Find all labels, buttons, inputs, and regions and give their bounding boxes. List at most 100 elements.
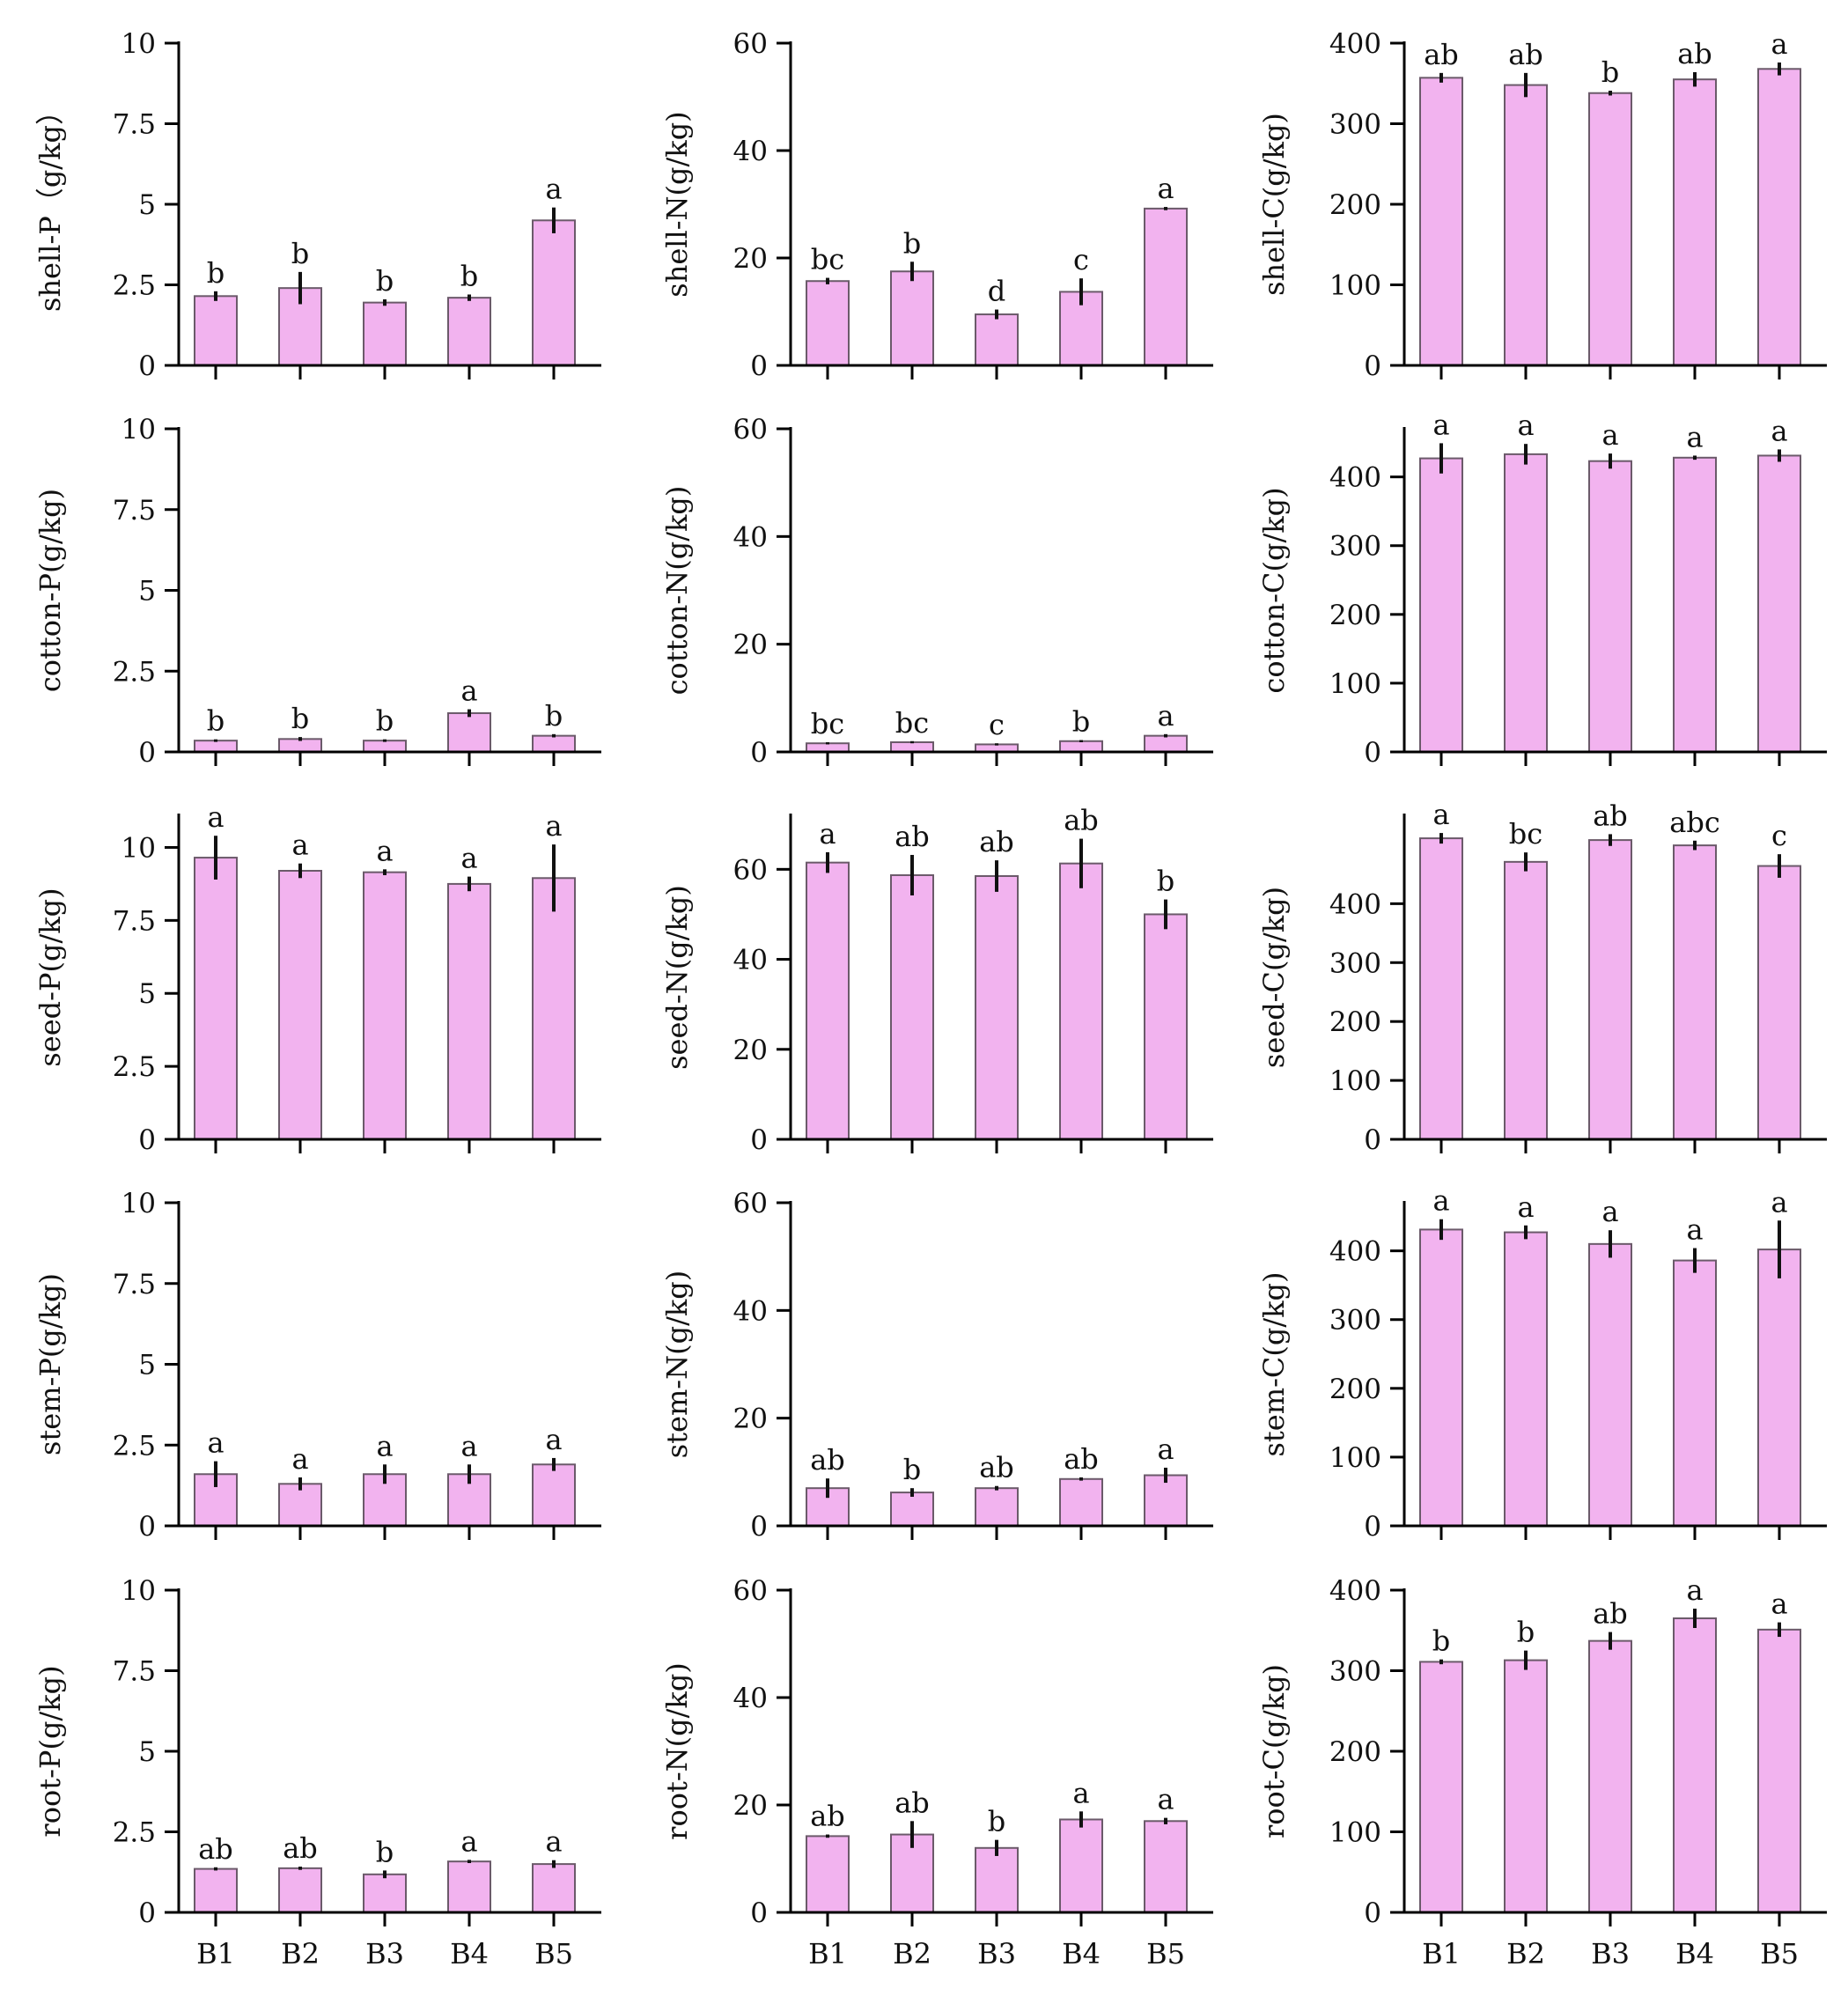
chart-6-letter-B3: a xyxy=(1601,418,1618,452)
chart-15-ytick-label: 0 xyxy=(1364,1897,1381,1929)
chart-11-bar-B3 xyxy=(975,1487,1019,1528)
chart-14-xtick-label-B4: B4 xyxy=(1062,1937,1101,1970)
chart-5-bar-B5 xyxy=(1144,734,1188,754)
chart-13-letter-B2: ab xyxy=(283,1831,318,1865)
chart-12-letter-B2: a xyxy=(1517,1190,1534,1224)
chart-4-ytick-label: 5 xyxy=(138,576,156,608)
chart-1-ytick-label: 2.5 xyxy=(113,270,156,302)
chart-4-bar-B1 xyxy=(194,740,238,754)
chart-4-letter-B2: b xyxy=(291,702,309,735)
chart-7-bar-B4 xyxy=(447,882,491,1140)
chart-13-xtick-label-B2: B2 xyxy=(281,1937,320,1970)
chart-15-xtick-label-B5: B5 xyxy=(1760,1937,1799,1970)
chart-4-letter-B1: b xyxy=(207,704,225,738)
chart-5-bar-B2 xyxy=(890,740,934,753)
chart-13-ytick-label: 10 xyxy=(121,1575,156,1607)
chart-3-letter-B1: ab xyxy=(1424,38,1459,71)
chart-14-xtick-label-B1: B1 xyxy=(808,1937,847,1970)
chart-2-ytick-label: 40 xyxy=(733,136,768,167)
chart-2-letter-B1: bc xyxy=(811,243,844,276)
chart-15-ylabel: root-C(g/kg) xyxy=(1257,1664,1291,1838)
chart-5-letter-B3: c xyxy=(989,708,1005,741)
chart-3-bar-B4 xyxy=(1673,78,1717,367)
chart-10-ylabel: stem-P(g/kg) xyxy=(33,1273,67,1455)
chart-12-bar-B4 xyxy=(1673,1259,1717,1527)
chart-1-letter-B5: a xyxy=(545,173,562,206)
chart-3-letter-B5: a xyxy=(1771,27,1787,61)
chart-7-letter-B3: a xyxy=(376,834,393,867)
chart-14-ytick-label: 0 xyxy=(750,1897,768,1929)
chart-6-ytick-label: 300 xyxy=(1329,531,1381,563)
chart-4-bar-B2 xyxy=(278,738,322,754)
chart-4-ytick-label: 2.5 xyxy=(113,656,156,688)
chart-11-ytick-label: 20 xyxy=(733,1403,768,1435)
chart-7-letter-B1: a xyxy=(207,800,224,834)
chart-4-ytick-label: 10 xyxy=(121,414,156,446)
chart-15-letter-B2: b xyxy=(1517,1616,1535,1649)
chart-12-bar-B2 xyxy=(1504,1231,1548,1527)
chart-5: bc bc c b a 0 20 40 60 cotton-N(g/kg) xyxy=(660,414,1213,769)
chart-9-letter-B5: c xyxy=(1771,819,1787,852)
chart-13-xtick-label-B5: B5 xyxy=(534,1937,573,1970)
chart-13-bar-B4 xyxy=(447,1860,491,1914)
chart-3-bar-B5 xyxy=(1757,68,1801,366)
chart-9-bar-B3 xyxy=(1588,839,1632,1140)
chart-1-letter-B4: b xyxy=(460,259,478,292)
chart-15-letter-B5: a xyxy=(1771,1587,1787,1621)
chart-5-bar-B4 xyxy=(1059,740,1103,753)
chart-11-letter-B4: ab xyxy=(1064,1442,1099,1476)
chart-2-bar-B5 xyxy=(1144,207,1188,366)
chart-2-letter-B5: a xyxy=(1157,172,1174,205)
chart-1-ytick-label: 5 xyxy=(138,189,156,221)
chart-12-ytick-label: 0 xyxy=(1364,1511,1381,1543)
chart-15-xtick-label-B1: B1 xyxy=(1422,1937,1461,1970)
chart-10-letter-B4: a xyxy=(460,1429,477,1462)
chart-11-letter-B1: ab xyxy=(810,1443,845,1477)
chart-11: ab b ab ab a 0 20 40 60 stem-N(g/kg) xyxy=(660,1188,1213,1543)
chart-5-letter-B1: bc xyxy=(811,707,844,740)
chart-2-ytick-label: 0 xyxy=(750,350,768,382)
chart-6-letter-B5: a xyxy=(1771,414,1787,447)
chart-6-bar-B2 xyxy=(1504,453,1548,753)
chart-9-ytick-label: 300 xyxy=(1329,947,1381,979)
chart-13-bar-B1 xyxy=(194,1867,238,1914)
chart-15-letter-B4: a xyxy=(1686,1573,1703,1607)
chart-8-bar-B5 xyxy=(1144,913,1188,1141)
chart-12-letter-B5: a xyxy=(1771,1185,1787,1219)
chart-4-ytick-label: 7.5 xyxy=(113,495,156,527)
chart-15-letter-B1: b xyxy=(1432,1624,1450,1658)
chart-8-letter-B3: ab xyxy=(979,825,1014,858)
chart-7-bar-B2 xyxy=(278,869,322,1140)
chart-2-bar-B2 xyxy=(890,270,934,366)
chart-1-bar-B4 xyxy=(447,297,491,367)
chart-10-letter-B1: a xyxy=(207,1426,224,1460)
chart-2-ytick-label: 20 xyxy=(733,243,768,275)
chart-7-ytick-label: 10 xyxy=(121,832,156,864)
chart-6-bar-B4 xyxy=(1673,456,1717,753)
chart-11-ylabel: stem-N(g/kg) xyxy=(660,1271,694,1458)
chart-7-bar-B5 xyxy=(532,877,576,1141)
chart-15-bar-B5 xyxy=(1757,1628,1801,1913)
chart-12-ytick-label: 200 xyxy=(1329,1374,1381,1405)
chart-5-ytick-label: 40 xyxy=(733,521,768,553)
chart-7-ytick-label: 2.5 xyxy=(113,1051,156,1083)
chart-13: ab B1 ab B2 b B3 a B4 a B5 0 2.5 5 7.5 10 root-P(g/kg) xyxy=(33,1575,601,1970)
chart-15-xtick-label-B2: B2 xyxy=(1506,1937,1545,1970)
chart-2-bar-B3 xyxy=(975,313,1019,366)
chart-9-bar-B4 xyxy=(1673,844,1717,1141)
chart-8-bar-B4 xyxy=(1059,862,1103,1140)
chart-13-xtick-label-B3: B3 xyxy=(365,1937,404,1970)
chart-15-bar-B2 xyxy=(1504,1659,1548,1913)
chart-5-ytick-label: 20 xyxy=(733,630,768,661)
chart-4-letter-B4: a xyxy=(460,674,477,708)
chart-6-ytick-label: 0 xyxy=(1364,737,1381,769)
chart-10-letter-B2: a xyxy=(291,1442,308,1476)
chart-10-letter-B3: a xyxy=(376,1429,393,1462)
chart-8-letter-B4: ab xyxy=(1064,804,1099,837)
chart-6-letter-B1: a xyxy=(1432,408,1449,441)
chart-7-letter-B4: a xyxy=(460,842,477,875)
chart-1-ylabel: shell-P（g/kg） xyxy=(33,97,67,312)
chart-9-bar-B5 xyxy=(1757,865,1801,1140)
chart-8-bar-B3 xyxy=(975,875,1019,1140)
